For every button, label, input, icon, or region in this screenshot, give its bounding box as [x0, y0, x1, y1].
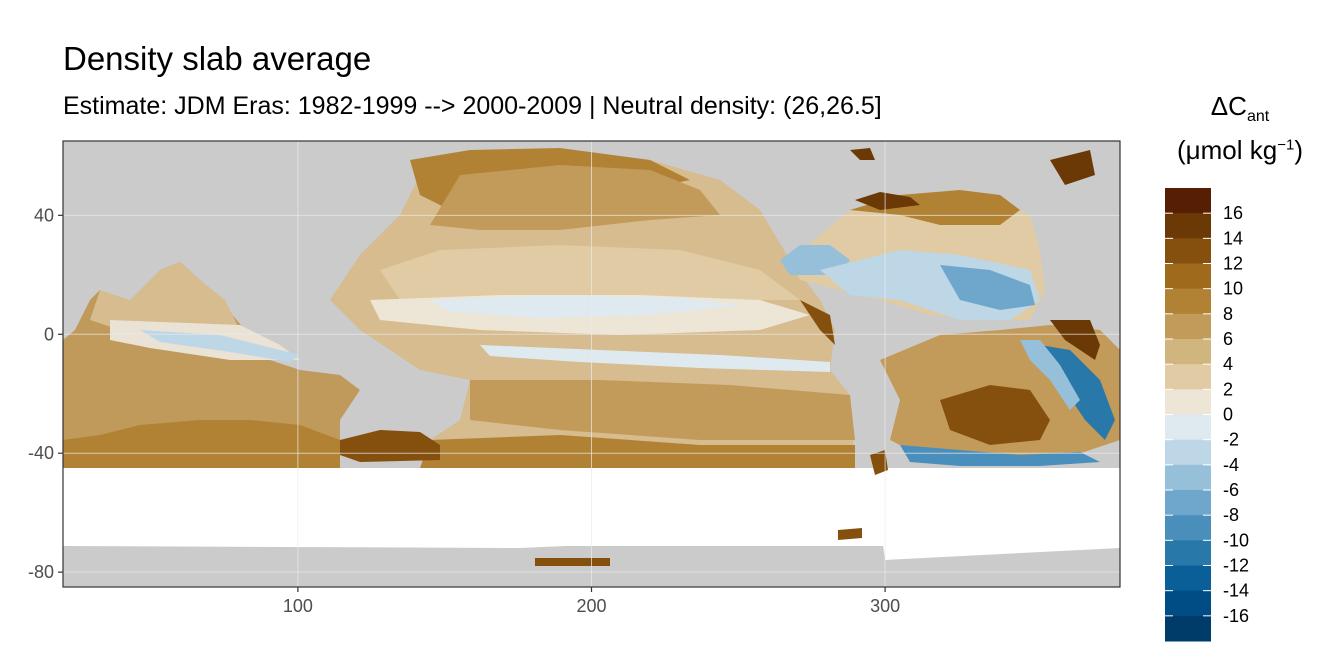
legend-label: 12 [1223, 254, 1243, 274]
legend-swatch [1165, 540, 1211, 566]
legend-swatch [1165, 414, 1211, 441]
pacific-south [420, 435, 855, 468]
legend-swatch [1165, 515, 1211, 541]
x-axis: 100 200 300 [283, 587, 900, 616]
x-tick-label: 300 [870, 596, 900, 616]
chart-subtitle: Estimate: JDM Eras: 1982-1999 --> 2000-2… [63, 92, 882, 120]
legend-label: 14 [1223, 228, 1243, 248]
pacific-equatorial-blue [430, 295, 740, 318]
legend-label: 4 [1223, 354, 1233, 374]
amundsen-patch [838, 528, 862, 540]
legend-swatch [1165, 263, 1211, 290]
x-tick-label: 100 [283, 596, 313, 616]
legend-swatch [1165, 439, 1211, 466]
legend-label: -10 [1223, 530, 1249, 550]
legend-label: -12 [1223, 556, 1249, 576]
legend-swatch [1165, 188, 1211, 214]
legend-swatch [1165, 213, 1211, 239]
legend-label: -8 [1223, 505, 1239, 525]
tropical-atlantic-dark-blue [940, 265, 1035, 310]
chart-title: Density slab average [63, 40, 372, 77]
indian-ocean-blue [140, 330, 300, 362]
legend-swatch [1165, 339, 1211, 365]
legend-swatch [1165, 464, 1211, 491]
legend-label: 8 [1223, 304, 1233, 324]
australia-south-coast [340, 430, 440, 462]
legend-swatch [1165, 615, 1211, 642]
ross-sea-patch [535, 558, 610, 566]
legend-swatch [1165, 288, 1211, 315]
legend-title: ΔCant (μmol kg−1) [1160, 86, 1320, 171]
legend-label: 10 [1223, 279, 1243, 299]
y-tick-label: 40 [34, 205, 54, 225]
pacific-subpolar-inner [430, 165, 720, 230]
y-tick-label: -40 [28, 443, 54, 463]
benguela-light-blue [1020, 340, 1080, 410]
grid-lines [63, 141, 1120, 587]
legend-label: -2 [1223, 430, 1239, 450]
legend-colorbar [1165, 188, 1211, 642]
x-tick-label: 200 [576, 596, 606, 616]
legend-swatch [1165, 389, 1211, 415]
falkland-dark [870, 450, 888, 475]
legend-label: 2 [1223, 379, 1233, 399]
pacific-north-subtropical [380, 245, 800, 300]
legend-label: -14 [1223, 581, 1249, 601]
pacific-south-equatorial [480, 345, 830, 372]
south-atlantic-south-blue [900, 445, 1100, 466]
legend-swatch [1165, 313, 1211, 340]
legend-label: -6 [1223, 480, 1239, 500]
legend-swatch [1165, 238, 1211, 264]
legend-labels: -16 -14 -12 -10 -8 -6 -4 -2 0 2 4 6 8 10 12 14 16 [1223, 203, 1249, 626]
y-tick-label: 0 [44, 324, 54, 344]
legend-swatch [1165, 565, 1211, 592]
legend-swatch [1165, 364, 1211, 390]
legend-label: -16 [1223, 606, 1249, 626]
indian-ocean-south [63, 420, 340, 468]
legend-swatch [1165, 590, 1211, 617]
legend-variable: ΔCant [1210, 91, 1270, 126]
labrador-dark [855, 192, 920, 210]
y-axis: 40 0 -40 -80 [28, 205, 63, 582]
iceland-dark [850, 148, 1095, 185]
y-tick-label: -80 [28, 562, 54, 582]
south-atlantic-east-dark [1050, 320, 1100, 360]
pacific-south-subtropical [470, 380, 855, 440]
legend-label: -4 [1223, 455, 1239, 475]
legend-label: 16 [1223, 203, 1243, 223]
peru-coast [800, 300, 835, 345]
legend-label: 0 [1223, 405, 1233, 425]
legend-unit: (μmol kg−1) [1177, 134, 1303, 165]
south-atlantic-dark [940, 385, 1050, 445]
indian-ocean-north [90, 262, 240, 330]
legend-swatch [1165, 490, 1211, 516]
legend-label: 6 [1223, 329, 1233, 349]
